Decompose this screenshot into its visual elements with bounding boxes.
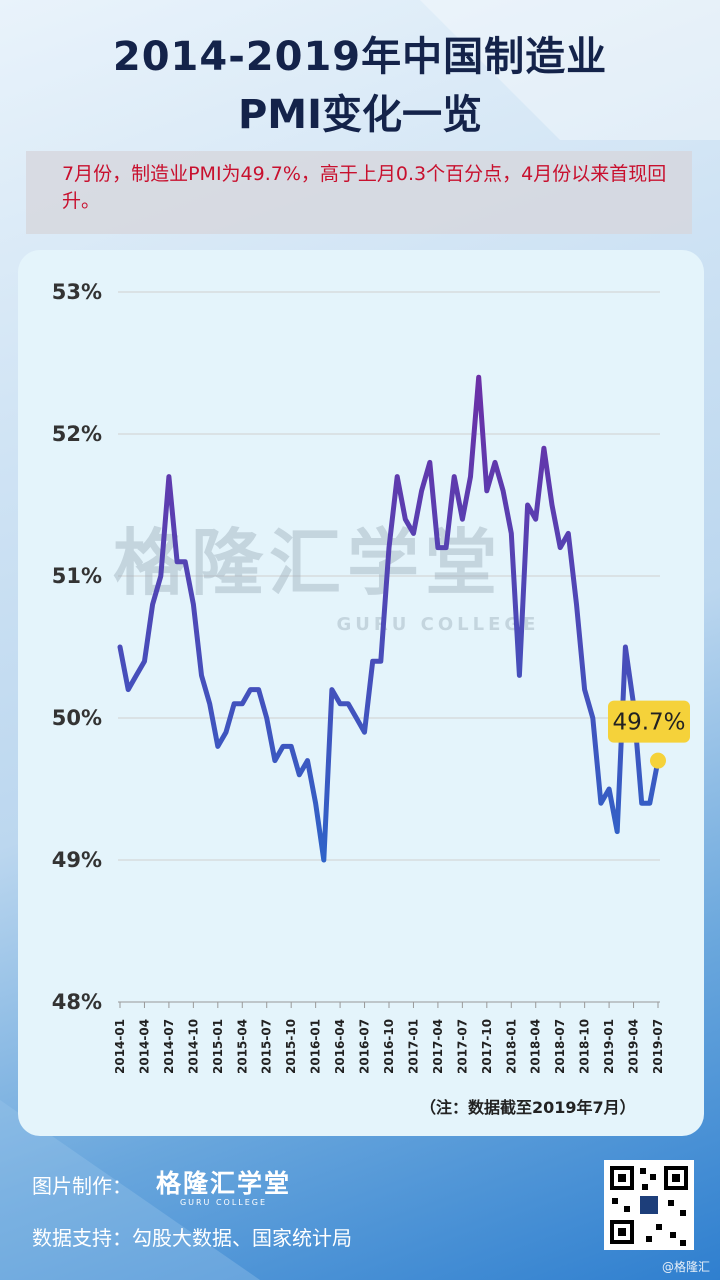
x-tick-label: 2016-01 [309, 1019, 323, 1074]
watermark-en: GURU COLLEGE [337, 614, 540, 635]
x-tick-label: 2016-04 [333, 1019, 347, 1074]
data-cutoff-footnote: （注：数据截至2019年7月） [420, 1098, 636, 1117]
x-tick-label: 2018-01 [504, 1019, 518, 1074]
y-tick-label: 51% [52, 564, 102, 588]
x-tick-label: 2014-04 [137, 1019, 151, 1074]
latest-value-callout: 49.7% [608, 700, 690, 743]
qr-code[interactable] [604, 1160, 694, 1250]
chart-card: 48% 49% 50% 51% 52% 53% 格隆汇学堂 GURU COLLEGE 49… [18, 250, 704, 1136]
x-tick-label: 2014-10 [186, 1019, 200, 1074]
y-tick-label: 48% [52, 990, 102, 1014]
summary-note-box: 7月份，制造业PMI为49.7%，高于上月0.3个百分点，4月份以来首现回升。 [26, 151, 692, 234]
brand-name-en: GURU COLLEGE [179, 1198, 268, 1207]
qr-code-icon [610, 1166, 688, 1246]
y-tick-label: 53% [52, 280, 102, 304]
y-tick-label: 50% [52, 706, 102, 730]
x-tick-label: 2017-01 [406, 1019, 420, 1074]
x-tick-label: 2014-01 [113, 1019, 127, 1074]
page-title-line2: PMI变化一览 [237, 92, 482, 138]
x-tick-label: 2015-04 [235, 1019, 249, 1074]
brand-name-cn: 格隆汇学堂 [156, 1169, 292, 1198]
x-tick-label: 2016-10 [382, 1019, 396, 1074]
latest-value-label: 49.7% [612, 710, 685, 736]
x-tick-label: 2016-07 [358, 1019, 372, 1074]
brand-logo: 格隆汇学堂 GURU COLLEGE [156, 1164, 291, 1207]
x-tick-label: 2019-07 [651, 1019, 665, 1074]
x-tick-label: 2019-04 [627, 1019, 641, 1074]
latest-value-point [650, 752, 666, 769]
x-tick-label: 2019-01 [602, 1019, 616, 1074]
x-tick-label: 2017-04 [431, 1019, 445, 1074]
x-tick-label: 2014-07 [162, 1019, 176, 1074]
pmi-series-line [117, 374, 661, 863]
corner-watermark: @格隆汇 [661, 1260, 710, 1274]
x-tick-label: 2017-10 [480, 1019, 494, 1074]
credit-label: 图片制作： [32, 1174, 132, 1198]
x-tick-label: 2015-07 [260, 1019, 274, 1074]
x-tick-label: 2018-07 [553, 1019, 567, 1074]
watermark-cn: 格隆汇学堂 [113, 521, 503, 605]
y-tick-label: 49% [52, 848, 102, 872]
pmi-line-chart: 48% 49% 50% 51% 52% 53% 格隆汇学堂 GURU COLLEGE 49… [52, 280, 690, 1074]
x-tick-label: 2018-04 [529, 1019, 543, 1074]
y-tick-label: 52% [52, 422, 102, 446]
x-tick-label: 2015-10 [284, 1019, 298, 1074]
summary-note-text: 7月份，制造业PMI为49.7%，高于上月0.3个百分点，4月份以来首现回升。 [62, 163, 667, 212]
data-source-text: 数据支持：勾股大数据、国家统计局 [32, 1226, 352, 1250]
x-tick-label: 2018-10 [578, 1019, 592, 1074]
x-tick-label: 2015-01 [211, 1019, 225, 1074]
page-title-line1: 2014-2019年中国制造业 [112, 34, 608, 80]
x-tick-label: 2017-07 [455, 1019, 469, 1074]
